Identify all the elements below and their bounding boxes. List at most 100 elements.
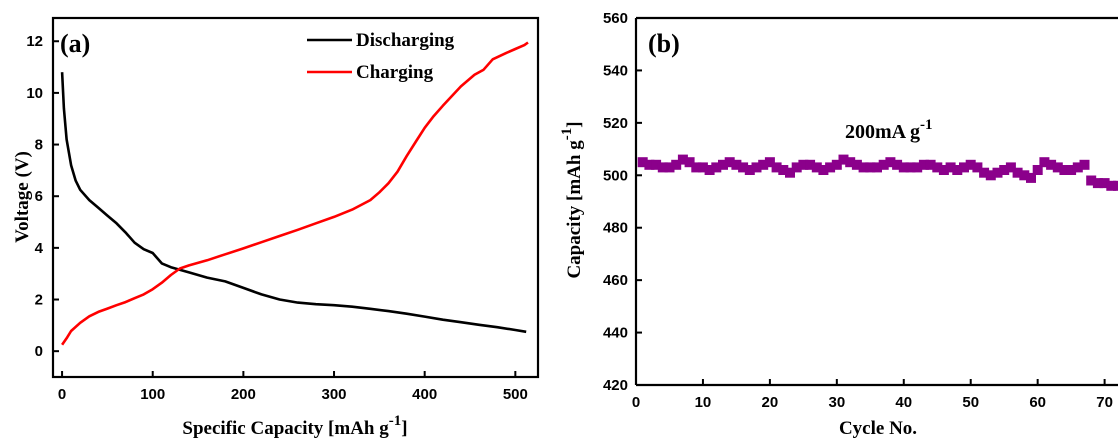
data-point-marker <box>831 159 842 170</box>
data-point-marker <box>952 165 963 175</box>
data-point-marker <box>778 165 789 175</box>
x-tick-label: 500 <box>503 386 528 403</box>
y-tick-label: 480 <box>603 220 628 237</box>
panel-b-y-axis-label-end: ] <box>564 121 585 127</box>
data-point-marker <box>1052 162 1063 173</box>
data-point-marker <box>892 159 903 170</box>
x-tick-label: 60 <box>1029 394 1046 411</box>
panel-a-legend: Discharging Charging <box>307 30 455 83</box>
data-point-marker <box>744 165 755 175</box>
data-point-marker <box>657 162 668 173</box>
x-tick-label: 50 <box>962 394 979 411</box>
y-tick-label: 460 <box>603 272 628 289</box>
data-point-marker <box>1113 180 1118 191</box>
data-point-marker <box>1026 172 1036 183</box>
data-point-marker <box>764 157 775 168</box>
y-tick-label: 2 <box>35 292 43 309</box>
data-point-marker <box>938 165 949 175</box>
data-point-marker <box>1059 165 1070 175</box>
data-point-marker <box>751 162 762 173</box>
data-point-marker <box>731 159 742 170</box>
panel-a-x-axis-label-sup: -1 <box>389 413 402 429</box>
data-point-marker <box>1086 175 1097 186</box>
data-point-marker <box>858 162 869 173</box>
y-tick-label: 12 <box>26 33 43 50</box>
data-point-marker <box>845 157 856 168</box>
x-tick-label: 100 <box>140 386 165 403</box>
data-point-marker <box>771 162 782 173</box>
y-tick-label: 540 <box>603 62 628 79</box>
data-point-marker <box>664 162 675 173</box>
x-tick-label: 30 <box>828 394 845 411</box>
data-point-marker <box>912 162 923 173</box>
data-point-marker <box>1032 165 1043 175</box>
data-point-marker <box>898 162 909 173</box>
data-point-marker <box>972 162 983 173</box>
data-point-marker <box>945 162 956 173</box>
x-tick-label: 0 <box>632 394 640 411</box>
data-point-marker <box>851 159 862 170</box>
data-point-marker <box>758 159 769 170</box>
data-point-marker <box>818 165 829 175</box>
y-tick-label: 8 <box>35 137 43 154</box>
data-point-marker <box>711 162 722 173</box>
panel-b-y-axis-label: Capacity [mAh g-1] <box>559 121 585 278</box>
x-tick-label: 40 <box>895 394 912 411</box>
data-point-marker <box>637 157 648 168</box>
panel-a-plot-frame <box>51 16 540 379</box>
data-point-marker <box>1019 170 1030 181</box>
panel-b-capacity-chart: 0 10 20 30 40 50 60 70420440460480500520540560 … <box>559 10 1118 439</box>
data-point-marker <box>872 162 882 173</box>
data-point-marker <box>825 162 836 173</box>
panel-a-x-axis-label: Specific Capacity [mAh g-1] <box>182 413 407 439</box>
panel-b-ticks: 0 10 20 30 40 50 60 70 420 440 460 480 500 520 540 560 <box>603 10 1113 411</box>
data-point-marker <box>1039 157 1050 168</box>
data-point-marker <box>985 170 996 181</box>
x-tick-label: 20 <box>762 394 779 411</box>
data-point-marker <box>811 162 822 173</box>
panel-a-ticks: 0 100 200 300 400 500 0 2 4 6 8 10 12 <box>26 33 528 403</box>
panel-b-x-axis-label: Cycle No. <box>839 418 917 439</box>
x-tick-label: 400 <box>412 386 437 403</box>
panel-b-y-axis-label-sup: -1 <box>559 128 575 141</box>
series-line-discharging <box>60 72 527 334</box>
data-point-marker <box>644 159 655 170</box>
panel-b-label: (b) <box>648 29 680 58</box>
y-tick-label: 4 <box>35 240 44 257</box>
panel-b-y-axis-label-main: Capacity [mAh g <box>564 140 585 279</box>
data-point-marker <box>925 159 936 170</box>
data-point-marker <box>965 159 976 170</box>
panel-b-current-density-annotation: 200mA g-1 <box>845 117 933 143</box>
data-point-marker <box>1092 178 1103 189</box>
panel-a-x-axis-label-main: Specific Capacity [mAh g <box>182 418 389 439</box>
data-point-marker <box>918 159 929 170</box>
data-point-marker <box>838 154 849 165</box>
y-tick-label: 10 <box>26 85 43 102</box>
panel-a-voltage-chart: 0 100 200 300 400 500 0 2 4 6 8 10 12 (a) Dischargin… <box>12 16 540 439</box>
data-point-marker <box>671 159 682 170</box>
data-point-marker <box>791 162 802 173</box>
data-point-marker <box>865 162 876 173</box>
x-tick-label: 300 <box>322 386 347 403</box>
data-point-marker <box>1046 159 1057 170</box>
annotation-main: 200mA g <box>845 121 920 143</box>
y-tick-label: 0 <box>35 343 43 360</box>
data-point-marker <box>992 167 1003 178</box>
panel-a-y-axis-label: Voltage (V) <box>12 151 33 243</box>
data-point-marker <box>999 165 1010 175</box>
panel-a-series <box>60 41 529 346</box>
y-tick-label: 6 <box>35 188 43 205</box>
data-point-marker <box>1072 162 1083 173</box>
y-tick-label: 440 <box>603 325 628 342</box>
series-line-charging <box>61 41 529 346</box>
data-point-marker <box>738 162 749 173</box>
data-point-marker <box>805 159 816 170</box>
panel-a-x-axis-label-end: ] <box>401 418 407 439</box>
data-point-marker <box>697 162 708 173</box>
data-point-marker <box>905 162 916 173</box>
data-point-marker <box>718 159 728 170</box>
panel-a-label: (a) <box>60 29 90 58</box>
data-point-marker <box>959 162 969 173</box>
data-point-marker <box>1012 167 1023 178</box>
